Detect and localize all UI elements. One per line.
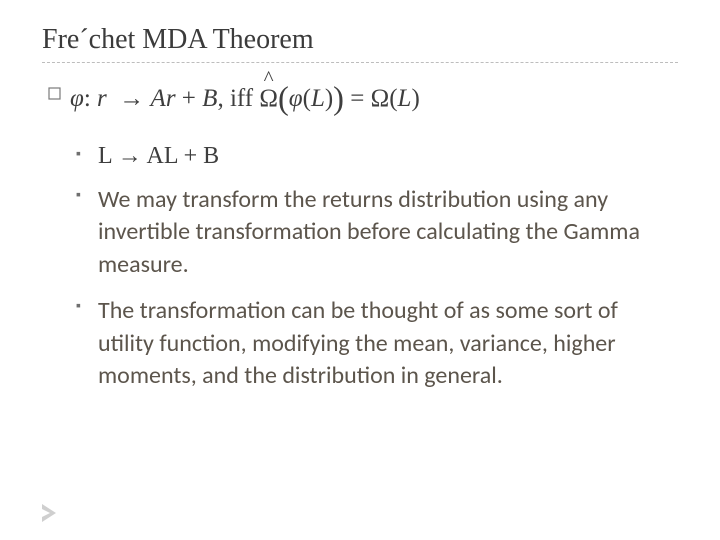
big-lparen1: ( xyxy=(278,81,289,117)
s1-a: A xyxy=(146,143,163,169)
sub-item-3: ▪ The transformation can be thought of a… xyxy=(76,295,678,392)
content-area: φ: r → Ar + B, iff ^Ω(φ(L)) = Ω(L) ▪ L →… xyxy=(42,85,678,392)
cap-b: B xyxy=(202,85,217,112)
square-bullet-icon: ▪ xyxy=(76,295,98,317)
hollow-square-bullet-icon xyxy=(48,87,70,100)
s1-plus: + xyxy=(184,143,198,169)
top-formula: φ: r → Ar + B, iff ^Ω(φ(L)) = Ω(L) xyxy=(70,85,420,113)
sub-item-1: ▪ L → AL + B xyxy=(76,143,678,170)
rparen3: ) xyxy=(411,85,419,112)
sub-formula-1: L → AL + B xyxy=(98,143,219,170)
var-r: r xyxy=(97,85,107,112)
square-bullet-icon: ▪ xyxy=(76,184,98,206)
corner-arrow-icon xyxy=(42,504,58,522)
arrow: → xyxy=(119,85,144,112)
slide-title: Fre´chet MDA Theorem xyxy=(42,24,678,56)
top-bullet-item: φ: r → Ar + B, iff ^Ω(φ(L)) = Ω(L) xyxy=(48,85,678,113)
omega-hat: ^Ω xyxy=(259,85,278,113)
rparen2: ) xyxy=(325,85,333,112)
sub-text-2: We may transform the returns distributio… xyxy=(98,184,678,281)
sub-text-3: The transformation can be thought of as … xyxy=(98,295,678,392)
big-rparen1: ) xyxy=(333,81,344,117)
iff-text: , iff xyxy=(217,85,259,112)
omega: Ω xyxy=(371,85,390,112)
sub-list: ▪ L → AL + B ▪ We may transform the retu… xyxy=(48,143,678,392)
colon: : xyxy=(84,85,91,112)
sub-item-2: ▪ We may transform the returns distribut… xyxy=(76,184,678,281)
equals: = xyxy=(350,85,364,112)
plus: + xyxy=(182,85,196,112)
phi: φ xyxy=(70,85,84,112)
lparen3: ( xyxy=(389,85,397,112)
lparen2: ( xyxy=(303,85,311,112)
square-bullet-icon: ▪ xyxy=(76,143,98,165)
s1-arrow: → xyxy=(118,143,142,169)
cap-l2: L xyxy=(398,85,412,112)
s1-b: B xyxy=(203,143,219,169)
s1-l2: L xyxy=(164,143,178,169)
phi2: φ xyxy=(289,85,303,112)
s1-l: L xyxy=(98,143,112,169)
cap-l: L xyxy=(311,85,325,112)
title-underline xyxy=(42,62,678,63)
var-r2: r xyxy=(166,85,176,112)
cap-a: A xyxy=(151,85,166,112)
slide: Fre´chet MDA Theorem φ: r → Ar + B, iff … xyxy=(0,0,720,540)
